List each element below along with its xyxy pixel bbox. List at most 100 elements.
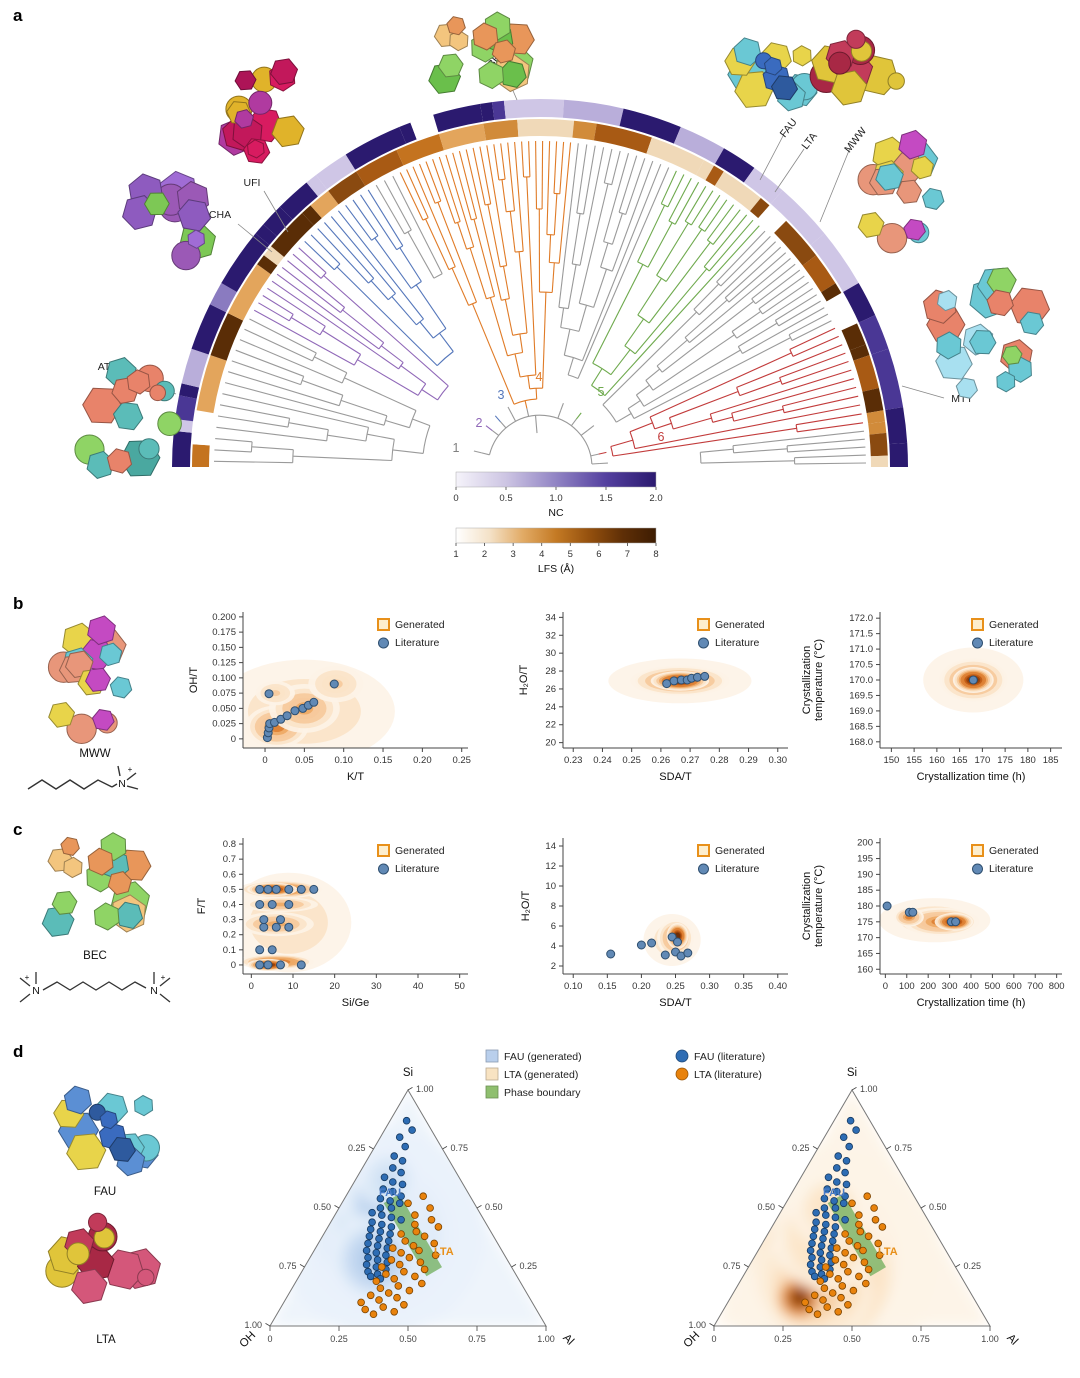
x-tick-label: 150 [883,755,899,766]
clade [575,170,760,420]
fau-literature-point [806,1246,815,1255]
lta-literature-point [382,1270,390,1278]
tree-branch [654,422,672,430]
fau-literature-point [380,1173,389,1182]
legend-generated-label: Generated [715,619,765,631]
ring-segment [750,198,770,219]
tree-arc [396,245,404,251]
plot-c3: 0 100 200 300 400 500 600 700 800 160 165 170 175 180… [801,838,1065,1009]
tree-branch [652,334,735,391]
fau-literature-point [808,1239,816,1248]
x-axis-label: Crystallization time (h) [917,997,1026,1009]
structure-lta-image [809,29,905,106]
fau-literature-point [376,1204,385,1212]
tree-branch [593,268,608,308]
fau-literature-point [826,1251,834,1259]
fau-literature-point [817,1256,826,1264]
fau-literature-point [366,1225,375,1233]
lta-literature-point [377,1263,386,1271]
literature-points [255,884,319,970]
literature-point [647,938,657,948]
ring-segment [517,118,575,138]
lta-literature-point [875,1251,884,1259]
tree-arc [618,211,626,216]
tree-branch [637,278,662,316]
tree-branch [587,425,595,431]
tree-branch [327,434,366,442]
molecule-bond [159,977,171,987]
tree-arc [468,301,477,306]
tree-branch [708,219,754,272]
al-tick-label: 0.50 [843,1334,861,1344]
literature-point [263,884,273,894]
x-tick-label: 50 [454,981,465,992]
tree-branch [493,144,500,181]
y-tick-label: 190 [857,869,873,880]
tree-branch [304,241,335,271]
y-tick-label: 0.100 [212,673,236,684]
tree-branch [612,427,797,457]
structure-unit [472,22,499,51]
legend-literature-marker [698,863,709,875]
clade-number: 2 [476,416,483,430]
literature-point [296,884,306,894]
tree-branch [781,360,849,385]
oh-axis-label: OH [682,1330,703,1351]
y-tick-label: 170.0 [849,675,873,686]
fau-literature-point [376,1227,385,1236]
legend-swatch [485,1085,499,1099]
tree-branch [301,379,343,396]
tree-branch [576,144,588,214]
tree-branch [392,449,424,454]
molecule-bond [42,981,147,991]
literature-point [259,922,269,932]
lta-literature-point [430,1239,439,1248]
lta-literature-point [864,1232,873,1241]
tree-branch [751,263,796,300]
molecule-mww-image: N+ [27,765,139,790]
tree-branch [731,378,854,414]
tree-arc [484,203,491,206]
oh-tick [299,1264,305,1268]
x-tick-label: 800 [1049,981,1065,992]
region-label-fau: FAU [379,1187,401,1199]
tree-branch [661,300,754,373]
ring-segment [646,137,704,176]
al-tick-label: 1.00 [981,1334,999,1344]
fau-literature-point [386,1197,394,1205]
lta-literature-point [844,1267,852,1276]
al-tick-label: 1.00 [537,1334,555,1344]
x-tick-label: 160 [929,755,945,766]
lta-literature-point [427,1216,436,1224]
tree-arc [500,265,507,268]
structure-unit [99,1110,119,1130]
structure-unit [91,709,115,731]
literature-point [968,675,978,685]
x-tick-label: 0.35 [734,981,753,992]
x-tick-label: 0.20 [413,755,432,766]
x-tick-label: 0.15 [598,981,617,992]
fau-literature-point [387,1204,396,1212]
tree-branch [235,349,304,377]
literature-point [662,679,672,689]
lta-literature-point [853,1242,862,1250]
structure-unit [99,642,123,667]
x-tick-label: 0.26 [652,755,671,766]
y-axis-label: Crystallization [801,646,813,714]
structure-fau-d-image [53,1085,161,1177]
ring-segment [885,407,908,445]
lta-literature-point [874,1239,882,1248]
legend-label: LTA (literature) [694,1069,762,1081]
ring-nc [172,99,908,467]
lta-literature-point [878,1223,887,1231]
fau-literature-point [831,1223,840,1231]
literature-point [673,937,682,947]
ring-segment [483,119,519,141]
tree-branch [656,339,688,367]
tree-arc [567,374,579,380]
tree-branch [667,174,685,208]
oh-tick [368,1146,374,1150]
structure-unit [71,1268,108,1304]
density-layer [923,647,1024,713]
y-tick-label: 4 [551,941,556,952]
